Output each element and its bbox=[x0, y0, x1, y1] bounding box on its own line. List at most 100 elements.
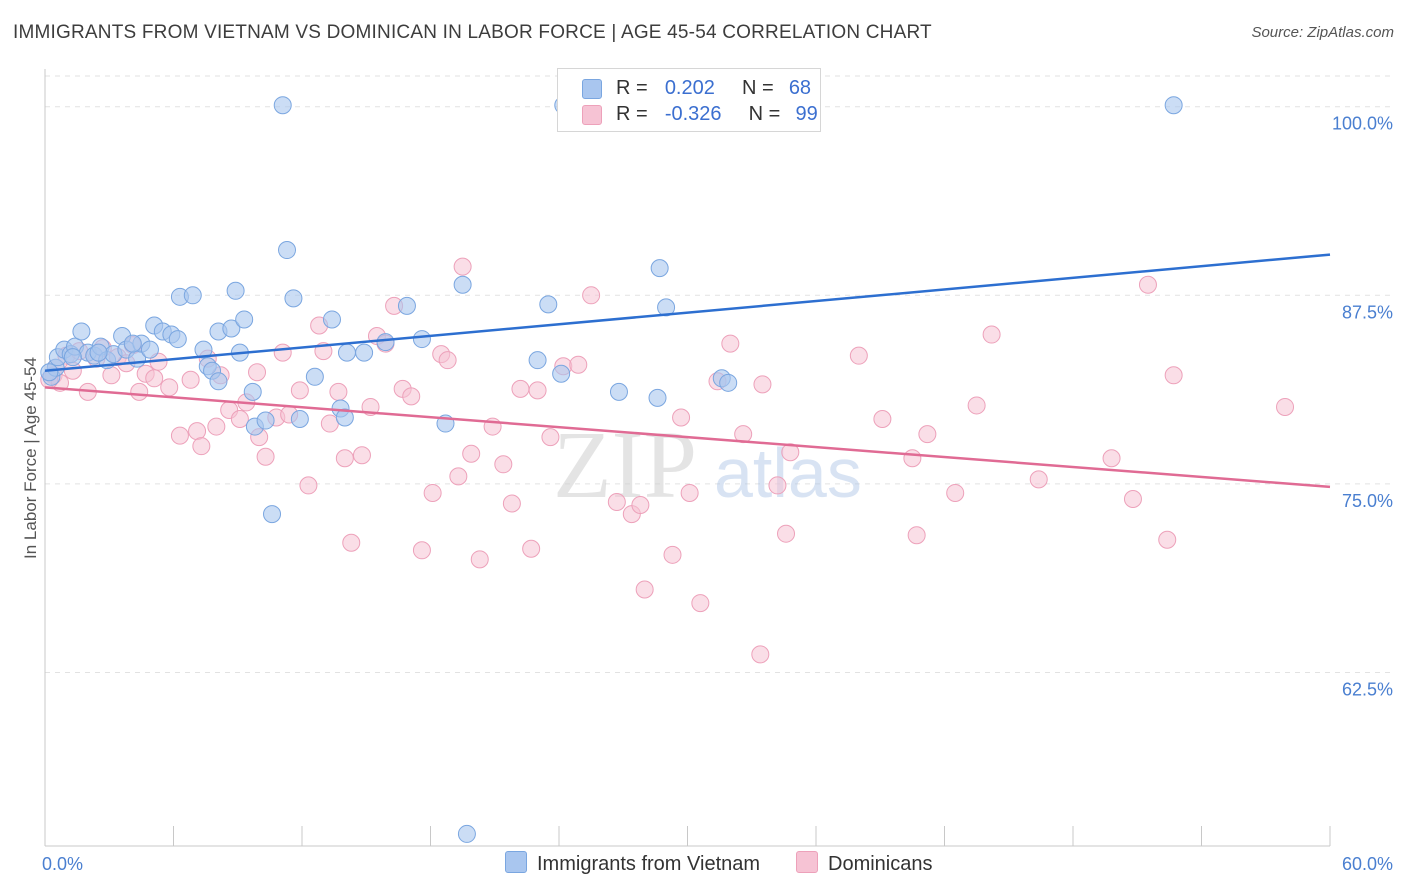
vietnam-point bbox=[235, 310, 254, 329]
dominican-point bbox=[1029, 470, 1048, 489]
dominican-point bbox=[188, 422, 207, 441]
dominican-point bbox=[273, 343, 292, 362]
vietnam-point bbox=[657, 298, 676, 317]
vietnam-legend-swatch bbox=[505, 851, 527, 873]
dominican-point bbox=[145, 369, 164, 388]
vietnam-point bbox=[72, 322, 91, 341]
vietnam-point bbox=[273, 96, 292, 115]
dominican-swatch bbox=[582, 105, 602, 125]
dominican-point bbox=[160, 378, 179, 397]
dominican-point bbox=[1123, 489, 1142, 508]
x-tick-label-0: 0.0% bbox=[42, 854, 83, 874]
dominican-point bbox=[181, 370, 200, 389]
vietnam-legend-label: Immigrants from Vietnam bbox=[537, 853, 761, 875]
dominican-point bbox=[751, 645, 770, 664]
dominican-legend-swatch bbox=[796, 851, 818, 873]
dominican-point bbox=[462, 444, 481, 463]
vietnam-trend-line bbox=[44, 253, 1331, 372]
vietnam-point bbox=[183, 286, 202, 305]
vietnam-point bbox=[337, 343, 356, 362]
vietnam-point bbox=[123, 334, 142, 353]
dominican-point bbox=[635, 580, 654, 599]
vietnam-point bbox=[209, 372, 228, 391]
vietnam-point bbox=[263, 505, 282, 524]
vietnam-point bbox=[278, 241, 297, 260]
vietnam-point bbox=[256, 411, 275, 430]
dominican-point bbox=[1158, 530, 1177, 549]
vietnam-point bbox=[194, 340, 213, 359]
axes bbox=[44, 69, 1331, 847]
dominican-point bbox=[438, 351, 457, 370]
vietnam-point bbox=[40, 363, 59, 382]
dominican-point bbox=[102, 366, 121, 385]
tick-labels: 62.5% 75.0% 87.5% 100.0% 0.0% 60.0% bbox=[42, 114, 1393, 874]
dominican-point bbox=[873, 410, 892, 429]
vietnam-point bbox=[412, 330, 431, 349]
vietnam-point bbox=[89, 343, 108, 362]
vietnam-point bbox=[290, 410, 309, 429]
y-tick-label-0: 62.5% bbox=[1342, 679, 1393, 699]
dominican-point bbox=[982, 325, 1001, 344]
dominican-point bbox=[320, 414, 339, 433]
dominican-point bbox=[1276, 397, 1295, 416]
vietnam-point bbox=[648, 388, 667, 407]
dominican-point bbox=[342, 533, 361, 552]
dominican-point bbox=[352, 446, 371, 465]
vietnam-point bbox=[539, 295, 558, 314]
dominican-point bbox=[1164, 366, 1183, 385]
dominican-point bbox=[663, 545, 682, 564]
dominican-point bbox=[290, 381, 309, 400]
dominican-point bbox=[907, 526, 926, 545]
vietnam-point bbox=[609, 382, 628, 401]
dominican-point bbox=[918, 425, 937, 444]
vietnam-swatch bbox=[582, 79, 602, 99]
dominican-point bbox=[207, 417, 226, 436]
dominican-point bbox=[470, 550, 489, 569]
trend-lines bbox=[44, 253, 1331, 489]
dominican-point bbox=[170, 426, 189, 445]
bottom-legend-vietnam: Immigrants from Vietnam bbox=[505, 851, 760, 876]
vietnam-point bbox=[528, 351, 547, 370]
dominican-point bbox=[335, 449, 354, 468]
dominican-n-value: 99 bbox=[795, 103, 818, 125]
dominican-point bbox=[192, 437, 211, 456]
vietnam-point bbox=[305, 367, 324, 386]
dominican-point bbox=[453, 257, 472, 276]
vietnam-point bbox=[226, 281, 245, 300]
dominican-point bbox=[967, 396, 986, 415]
vietnam-point bbox=[335, 408, 354, 427]
y-tick-label-3: 100.0% bbox=[1332, 114, 1393, 134]
vietnam-point bbox=[376, 333, 395, 352]
dominican-point bbox=[721, 334, 740, 353]
dominican-point bbox=[522, 539, 541, 558]
dominican-point bbox=[511, 379, 530, 398]
dominican-point bbox=[768, 476, 787, 495]
dominican-point bbox=[502, 494, 521, 513]
dominican-point bbox=[402, 387, 421, 406]
vietnam-point bbox=[552, 364, 571, 383]
vietnam-point bbox=[243, 382, 262, 401]
vietnam-n-label: N = bbox=[742, 77, 774, 99]
vietnam-point bbox=[719, 373, 738, 392]
vietnam-n-value: 68 bbox=[788, 77, 812, 99]
dominican-point bbox=[494, 455, 513, 474]
dominican-point bbox=[230, 410, 249, 429]
vietnam-point bbox=[140, 340, 159, 359]
dominican-point bbox=[672, 408, 691, 427]
vietnam-point bbox=[453, 275, 472, 294]
x-tick-label-1: 60.0% bbox=[1342, 854, 1393, 874]
dominican-point bbox=[412, 541, 431, 560]
dominican-r-label: R = bbox=[616, 103, 648, 125]
chart-title: IMMIGRANTS FROM VIETNAM VS DOMINICAN IN … bbox=[13, 22, 932, 43]
vietnam-point bbox=[397, 296, 416, 315]
dominican-trend-line bbox=[44, 386, 1331, 489]
dominican-point bbox=[256, 447, 275, 466]
bottom-legend-dominican: Dominicans bbox=[796, 851, 932, 876]
dominican-point bbox=[329, 382, 348, 401]
vietnam-r-value: 0.202 bbox=[664, 77, 715, 99]
y-tick-label-2: 87.5% bbox=[1342, 302, 1393, 322]
dominican-point bbox=[569, 355, 588, 374]
dominican-point bbox=[903, 449, 922, 468]
source-label: Source: ZipAtlas.com bbox=[1251, 24, 1394, 41]
